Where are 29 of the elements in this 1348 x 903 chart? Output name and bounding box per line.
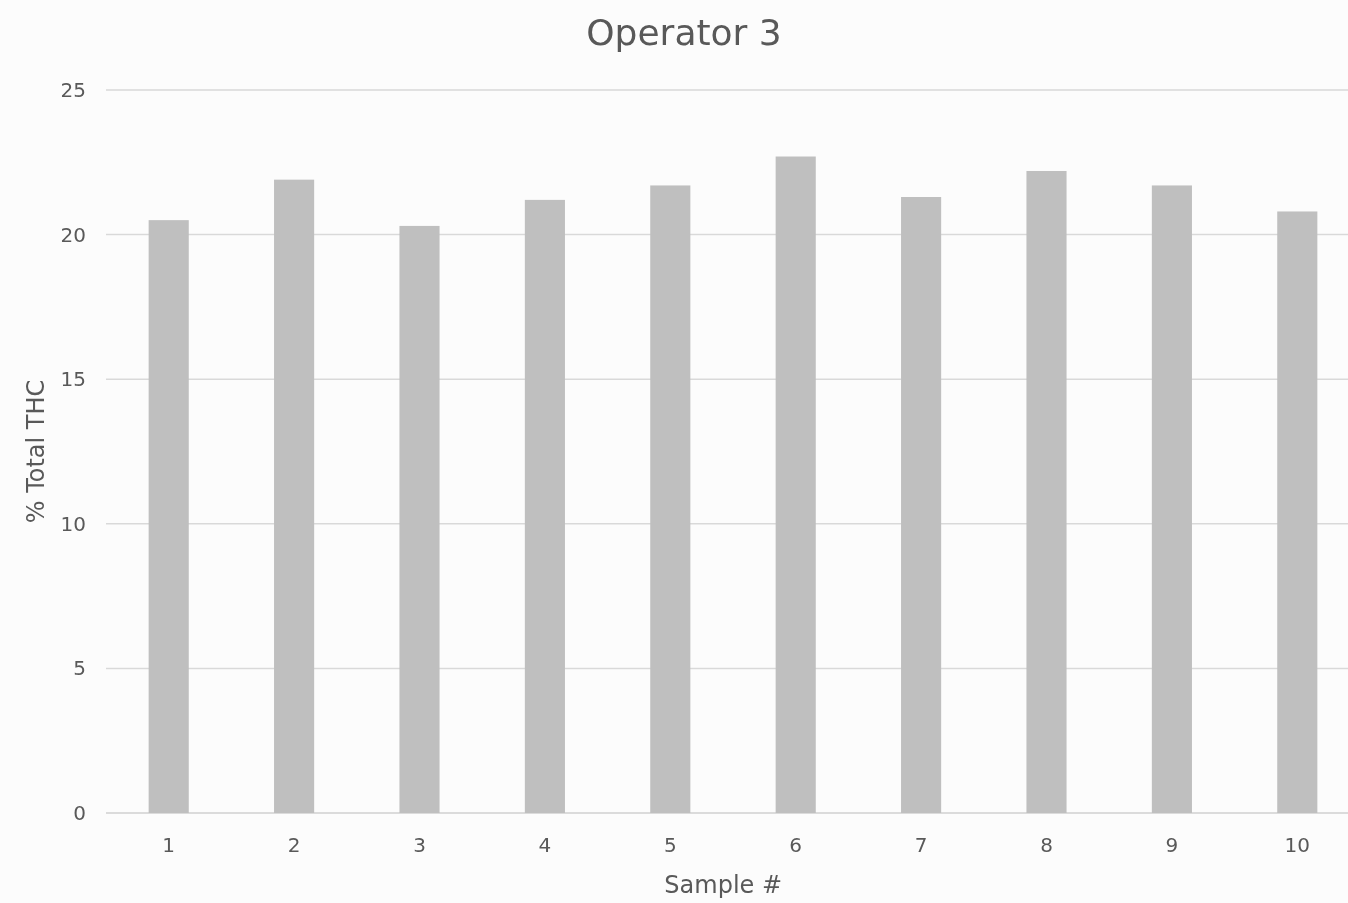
y-tick-label: 20 — [60, 222, 86, 247]
bar — [1026, 170, 1067, 813]
bar — [650, 185, 691, 813]
bar — [524, 199, 565, 813]
x-axis-title: Sample # — [664, 871, 783, 899]
x-tick-label: 3 — [413, 833, 426, 857]
bar — [901, 197, 942, 813]
x-tick-label: 6 — [789, 833, 803, 857]
y-tick-label: 0 — [73, 801, 86, 825]
bar — [1151, 185, 1192, 813]
x-tick-label: 9 — [1165, 833, 1179, 857]
x-tick-label: 10 — [1284, 833, 1311, 857]
y-tick-label: 25 — [60, 78, 86, 102]
bar — [775, 156, 816, 813]
x-tick-label: 8 — [1040, 833, 1053, 857]
bar — [148, 220, 189, 813]
y-axis-title: % Total THC — [22, 379, 50, 524]
x-tick-label: 4 — [538, 833, 552, 857]
bar — [1277, 211, 1318, 813]
x-tick-label: 7 — [914, 833, 928, 857]
y-tick-label: 15 — [60, 367, 86, 392]
bar — [274, 179, 315, 813]
x-tick-label: 1 — [162, 833, 176, 857]
y-tick-label: 5 — [73, 656, 86, 681]
bar — [399, 225, 440, 813]
chart-title: Operator 3 — [586, 12, 782, 53]
x-tick-label: 5 — [663, 833, 677, 857]
x-tick-label: 2 — [287, 833, 301, 857]
y-tick-label: 10 — [60, 511, 86, 536]
